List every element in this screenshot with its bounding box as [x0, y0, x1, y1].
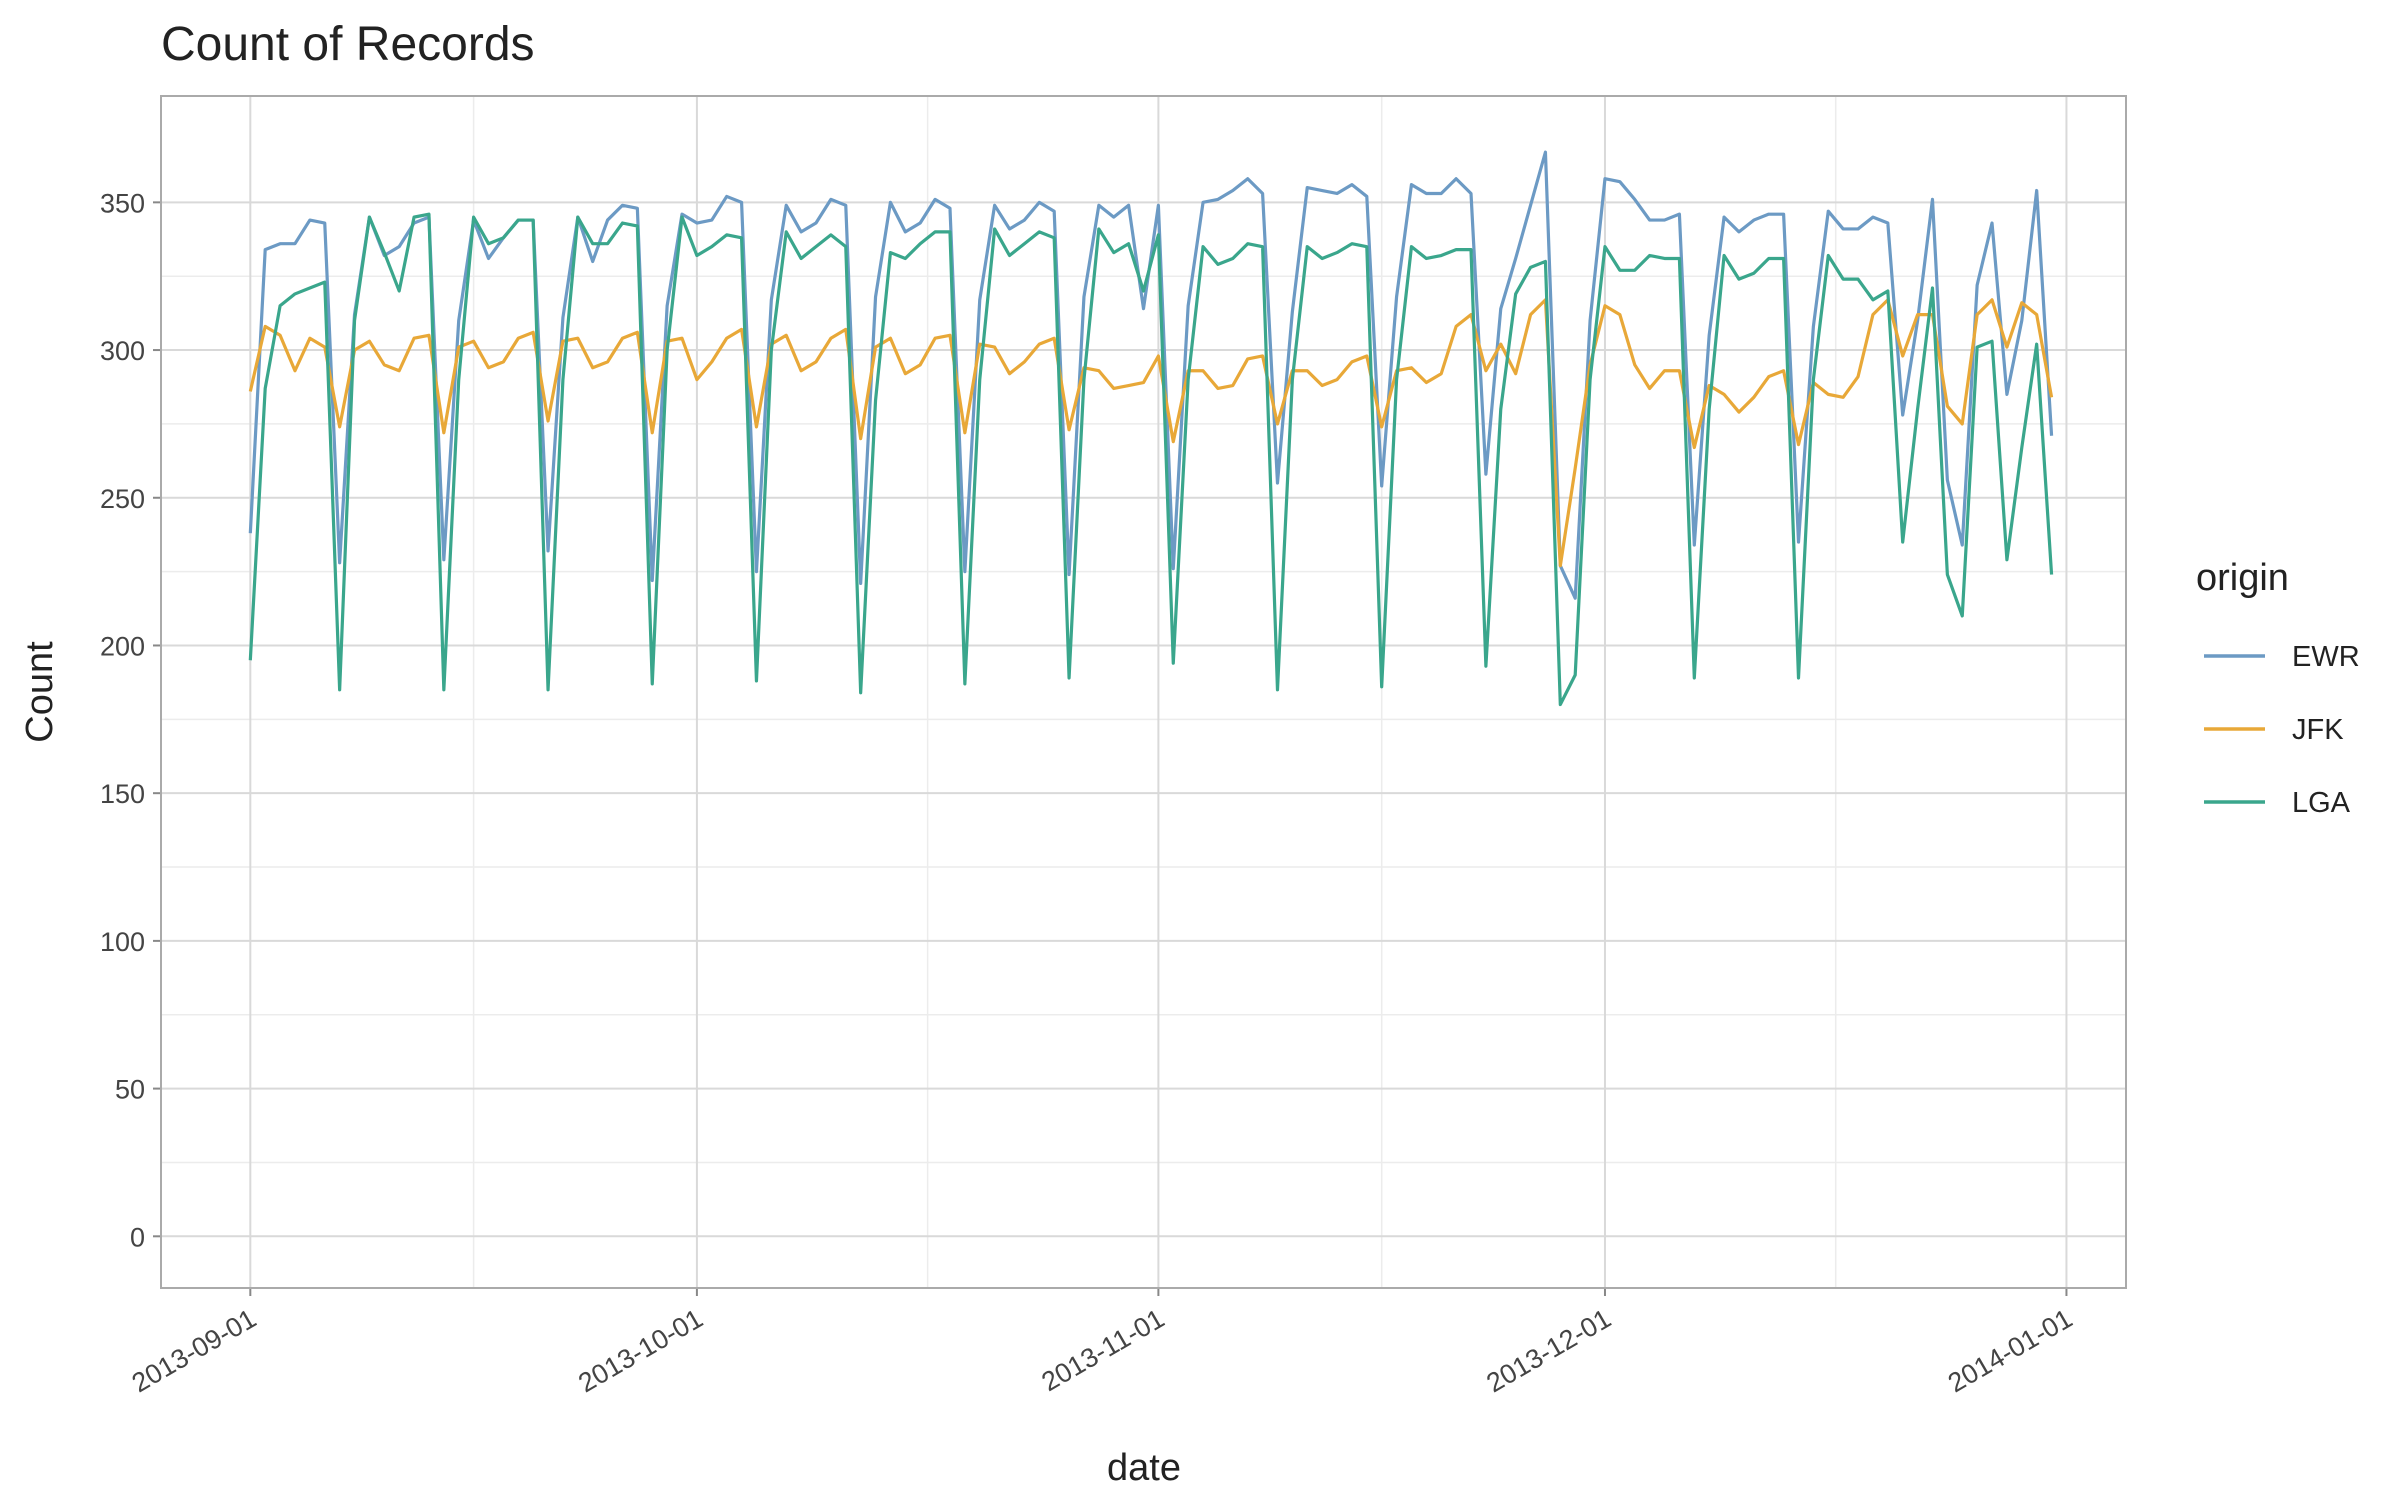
y-tick-label: 300	[100, 336, 145, 366]
series-line	[248, 298, 2054, 568]
legend-label: EWR	[2292, 641, 2360, 673]
legend-label: LGA	[2292, 787, 2351, 819]
y-tick-label: 50	[115, 1075, 145, 1105]
y-tick-label: 0	[130, 1222, 145, 1252]
y-axis-title: Count	[19, 641, 61, 743]
x-tick-label: 2013-11-01	[1037, 1303, 1170, 1397]
x-axis-title: date	[1107, 1447, 1181, 1489]
x-tick-label: 2013-10-01	[573, 1303, 708, 1398]
y-tick-label: 100	[100, 927, 145, 957]
series-line	[248, 212, 2054, 707]
legend-title: origin	[2196, 557, 2289, 599]
y-tick-label: 350	[100, 188, 145, 218]
x-tick-label: 2014-01-01	[1943, 1303, 2078, 1398]
x-tick-label: 2013-09-01	[127, 1303, 262, 1398]
chart-title: Count of Records	[161, 18, 535, 71]
y-tick-label: 200	[100, 631, 145, 661]
y-tick-label: 150	[100, 779, 145, 809]
x-tick-label: 2013-12-01	[1481, 1303, 1616, 1398]
legend-label: JFK	[2292, 714, 2344, 746]
panel-border	[160, 95, 2127, 1289]
y-tick-label: 250	[100, 484, 145, 514]
